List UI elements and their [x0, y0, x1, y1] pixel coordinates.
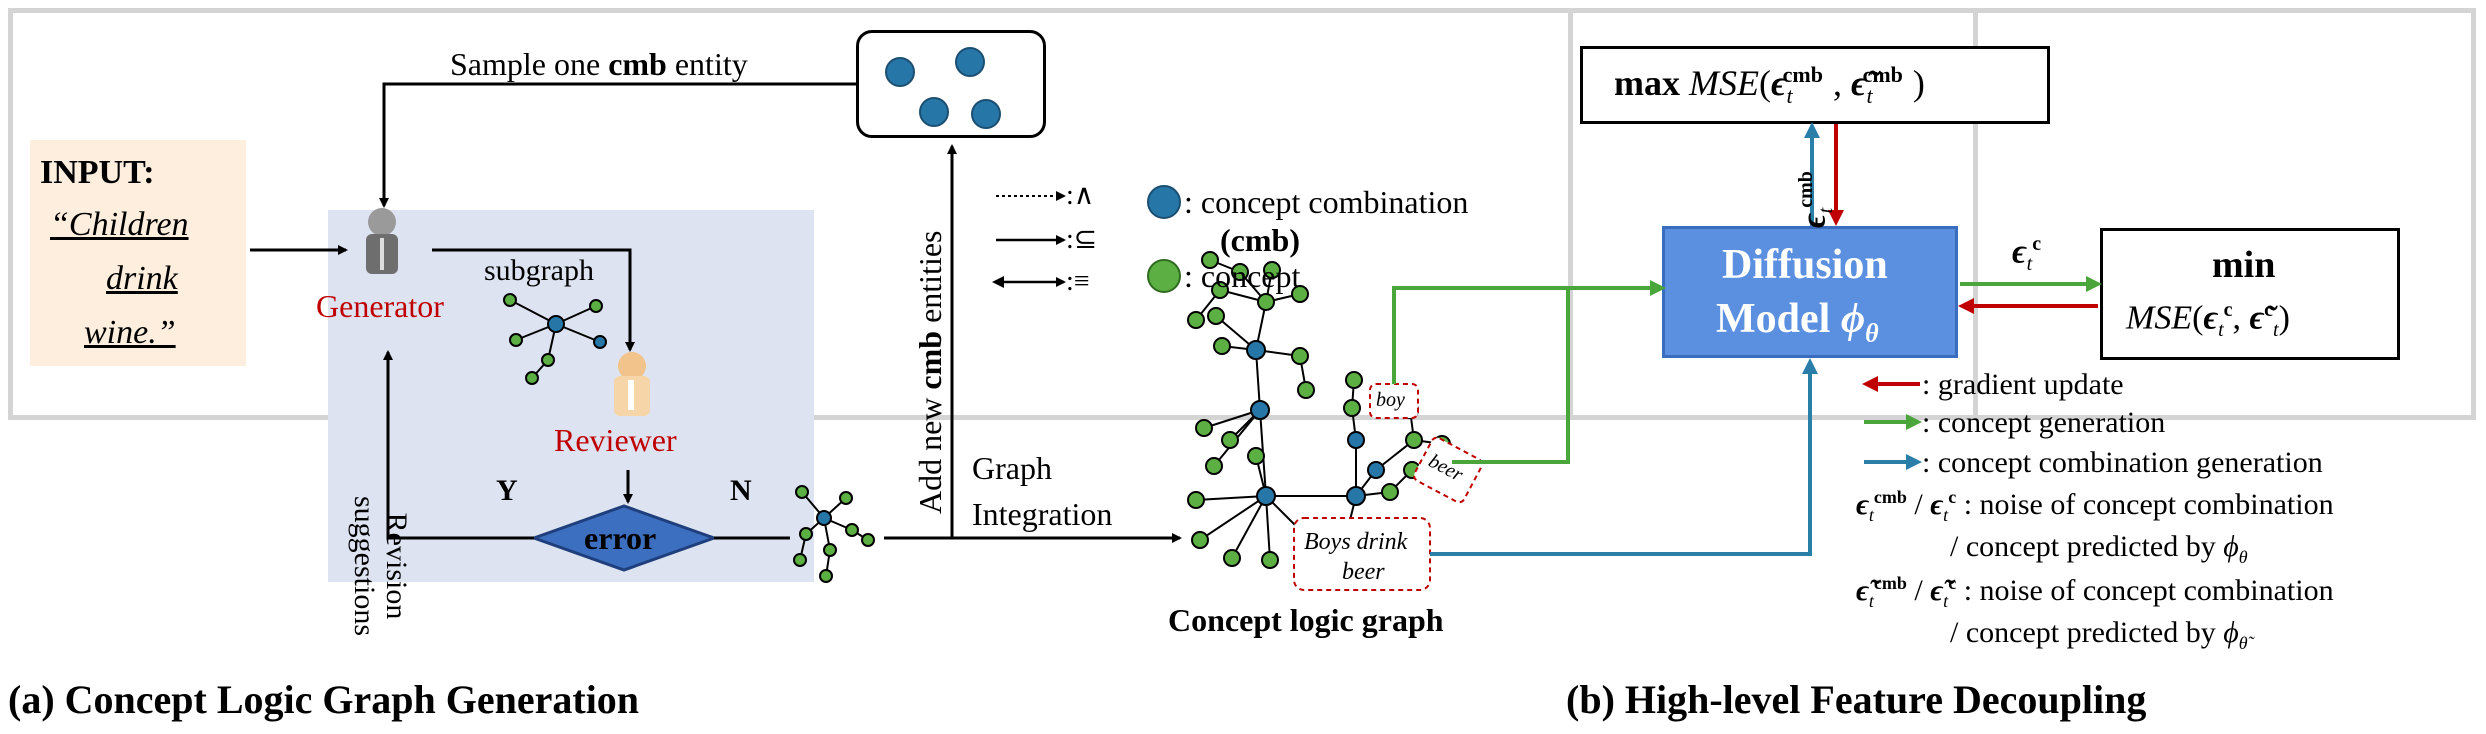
revision-arrow [383, 350, 534, 540]
error-label: error [584, 520, 657, 556]
legend-concept-label: : concept [1184, 258, 1301, 294]
add-new-cmb-label: Add new cmb entities [912, 230, 948, 515]
subgraph-icon [503, 293, 607, 385]
legend-cmb-label-2: (cmb) [1220, 222, 1300, 258]
noise-def-line-2: / concept predicted by ϕθ [1950, 530, 2248, 567]
min-mse-box [2100, 228, 2400, 360]
boys-drink-beer-line-1: Boys drink [1304, 529, 1408, 555]
legend-concept-gen-label: : concept generation [1922, 406, 2166, 439]
input-label: INPUT: [40, 154, 155, 191]
no-label: N [730, 474, 752, 507]
boys-drink-beer-line-2: beer [1342, 559, 1385, 585]
cmb-entity-dots [885, 47, 1001, 129]
concept-generation-arrow-1 [1392, 280, 1666, 384]
legend-single-label: :⊆ [1066, 224, 1098, 255]
agent-region [328, 210, 814, 582]
concept-logic-graph-label: Concept logic graph [1168, 602, 1444, 638]
panel-a-caption: (a) Concept Logic Graph Generation [8, 677, 640, 722]
noise-def-line-1: ϵtcmb / ϵtc : noise of concept combinati… [1856, 487, 2334, 525]
beer-label-box [1413, 436, 1483, 504]
input-box [30, 140, 246, 366]
max-mse-formula: max MSE(ϵtcmb, ϵ̃tcmb) [1614, 62, 1925, 109]
boy-label: boy [1376, 389, 1405, 411]
graph-integration-line-2: Integration [972, 496, 1113, 532]
cmb-entity-box [856, 30, 1046, 138]
reviewer-label: Reviewer [554, 422, 677, 458]
panel-b-caption: (b) High-level Feature Decoupling [1566, 677, 2147, 722]
small-graph-icon [793, 485, 875, 583]
cmb-noise-label: ϵtcmb [1795, 171, 1838, 228]
legend-cmb-gen-label: : concept combination generation [1922, 446, 2323, 479]
sample-label: Sample one cmb entity [450, 46, 748, 82]
diffusion-label-line-2: Model ϕθ [1716, 296, 1879, 348]
legend-cmb-dot [1147, 185, 1181, 219]
generator-label: Generator [316, 288, 444, 324]
input-text-line-3: wine.” [84, 314, 176, 351]
diffusion-label-line-1: Diffusion [1722, 242, 1888, 288]
revision-label: Revision suggestions [348, 496, 414, 637]
noise-def-line-3: ϵ̃tcmb / ϵ̃tc : noise of concept combina… [1856, 573, 2334, 611]
yes-label: Y [496, 474, 518, 507]
legend-concept-dot [1147, 259, 1181, 293]
input-text-line-1: “Children [50, 206, 189, 243]
max-mse-box [1580, 46, 2050, 124]
generator-to-reviewer-arrow [432, 248, 635, 352]
concept-logic-graph [1187, 251, 1451, 569]
legend-gradient-label: : gradient update [1922, 368, 2124, 401]
concept-generation-arrow-2 [1452, 288, 1570, 464]
sample-arrow [379, 82, 856, 208]
legend-dotted-label: :∧ [1066, 180, 1095, 211]
diffusion-model-box [1662, 226, 1958, 358]
panel-b-frame [1568, 8, 2476, 420]
reviewer-icon [614, 352, 650, 416]
generator-icon [366, 208, 398, 274]
cmb-generation-arrow [1430, 358, 1818, 556]
legend-cmb-label-1: : concept combination [1184, 184, 1469, 220]
graph-integration-line-1: Graph [972, 450, 1052, 486]
concept-noise-label: ϵtc [2012, 233, 2042, 276]
legend-double-label: :≡ [1066, 266, 1090, 297]
subgraph-label: subgraph [484, 254, 594, 287]
min-mse-formula: MSE(ϵtc, ϵ̃ct) [2126, 299, 2290, 342]
noise-def-line-4: / concept predicted by ϕθ̃ [1950, 616, 2248, 653]
panel-a-frame [8, 8, 1978, 420]
input-text-line-2: drink [106, 260, 178, 297]
min-label: min [2212, 244, 2276, 286]
